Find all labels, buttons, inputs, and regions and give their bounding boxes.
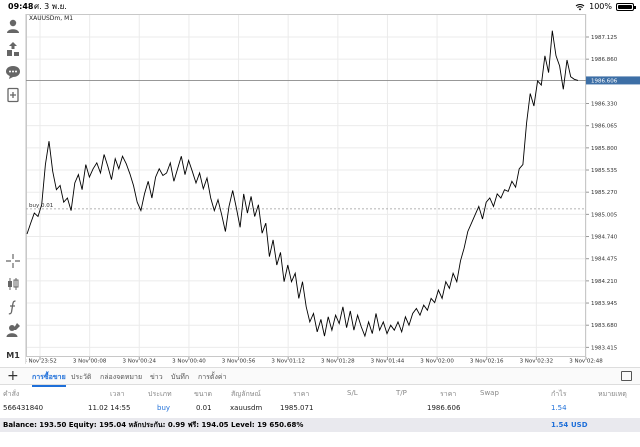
y-tick-label: 1983.415 — [591, 345, 618, 351]
col-swap: Swap — [480, 389, 499, 397]
bottom-tab-bar: + การซื้อขาย ประวัติ กล่องจดหมาย ข่าว บั… — [0, 367, 640, 387]
col-comment: หมายเหตุ — [598, 390, 627, 398]
y-tick-label: 1985.270 — [591, 190, 618, 196]
left-toolbar: M1 — [0, 14, 26, 364]
symbol-label: XAUUSDm, M1 — [29, 15, 74, 22]
tab-history[interactable]: ประวัติ — [71, 373, 92, 381]
x-tick-label: 3 Nov 00:08 — [73, 359, 107, 365]
y-tick-label: 1986.860 — [591, 57, 618, 63]
x-tick-label: 3 Nov 00:40 — [172, 359, 206, 365]
x-tick-label: 3 Nov 01:44 — [371, 359, 405, 365]
orders-table-header: คำสั่ง เวลา ประเภท ขนาด สัญลักษณ์ ราคา S… — [0, 386, 640, 400]
x-tick-label: 3 Nov 02:00 — [420, 359, 454, 365]
col-sl: S/L — [347, 389, 358, 397]
cell-order: 566431840 — [3, 404, 44, 412]
wifi-icon — [575, 4, 585, 11]
indicators-icon[interactable] — [5, 299, 21, 315]
chart-grid — [26, 14, 587, 357]
y-tick-label: 1985.800 — [591, 146, 618, 152]
current-price-tag — [586, 76, 640, 85]
y-tick-label: 1985.005 — [591, 212, 618, 218]
y-tick-label: 1984.740 — [591, 235, 618, 241]
y-tick-label: 1984.475 — [591, 257, 618, 263]
balance-summary: Balance: 193.50 Equity: 195.04 หลักประกั… — [3, 421, 304, 429]
account-currency: USD — [571, 421, 588, 429]
col-symbol: สัญลักษณ์ — [231, 390, 261, 398]
col-order: คำสั่ง — [3, 390, 20, 398]
x-tick-label: 3 Nov 02:16 — [470, 359, 504, 365]
y-tick-label: 1984.210 — [591, 279, 618, 285]
col-current-price: ราคา — [440, 390, 457, 398]
tab-mailbox[interactable]: กล่องจดหมาย — [100, 373, 143, 381]
x-tick-label: 3 Nov 23:52 — [26, 359, 57, 365]
price-series-line — [26, 30, 579, 338]
tab-news[interactable]: ข่าว — [150, 373, 163, 381]
total-profit: 1.54 — [551, 421, 569, 429]
battery-icon — [616, 3, 636, 11]
timeframe-button[interactable]: M1 — [6, 350, 20, 360]
chart-type-icon[interactable] — [5, 276, 21, 292]
y-axis: 1987.125 1986.860 1986.330 1986.065 1985.800… — [586, 35, 618, 351]
col-volume: ขนาด — [194, 390, 213, 398]
x-axis: 3 Nov 23:52 3 Nov 00:08 3 Nov 00:24 3 Nov 0… — [26, 357, 603, 365]
cell-current-price: 1986.606 — [427, 404, 461, 412]
x-tick-label: 3 Nov 00:56 — [222, 359, 256, 365]
tab-journal[interactable]: บันทึก — [171, 373, 190, 381]
col-price: ราคา — [293, 390, 310, 398]
cell-profit: 1.54 — [551, 404, 567, 412]
plot-frame — [26, 14, 586, 357]
account-icon[interactable] — [5, 18, 21, 34]
cell-volume: 0.01 — [196, 404, 212, 412]
col-tp: T/P — [396, 389, 407, 397]
chart-canvas[interactable]: 1987.125 1986.860 1986.330 1986.065 1985.800… — [26, 14, 640, 366]
x-tick-label: 3 Nov 02:32 — [520, 359, 554, 365]
status-time: 09:48 — [8, 2, 34, 11]
col-profit: กำไร — [551, 390, 567, 398]
status-right: 100% — [575, 0, 636, 14]
new-order-icon[interactable] — [5, 87, 21, 103]
y-tick-label: 1985.535 — [591, 168, 618, 174]
cell-symbol: xauusdm — [230, 404, 263, 412]
x-tick-label: 3 Nov 01:12 — [271, 359, 305, 365]
battery-percent: 100% — [589, 2, 612, 11]
x-tick-label: 3 Nov 02:48 — [569, 359, 603, 365]
status-bar: 09:48 ศ. 3 พ.ย. 100% — [0, 0, 640, 14]
price-chart[interactable]: 1987.125 1986.860 1986.330 1986.065 1985.800… — [26, 14, 640, 366]
x-tick-label: 3 Nov 01:28 — [321, 359, 355, 365]
layout-icon[interactable] — [621, 371, 632, 381]
y-tick-label: 1987.125 — [591, 35, 618, 41]
current-price-tag-label: 1986.606 — [591, 78, 618, 84]
y-tick-label: 1986.330 — [591, 102, 618, 108]
crosshair-icon[interactable] — [5, 253, 21, 269]
x-tick-label: 3 Nov 00:24 — [122, 359, 156, 365]
tab-settings[interactable]: การตั้งค่า — [198, 373, 227, 381]
y-tick-label: 1983.945 — [591, 301, 618, 307]
add-icon[interactable]: + — [7, 368, 19, 384]
trade-icon[interactable] — [5, 41, 21, 57]
cell-open-price: 1985.071 — [280, 404, 314, 412]
chat-icon[interactable] — [5, 64, 21, 80]
y-tick-label: 1983.680 — [591, 323, 618, 329]
col-type: ประเภท — [148, 390, 172, 398]
status-date: ศ. 3 พ.ย. — [34, 2, 67, 11]
tab-trade[interactable]: การซื้อขาย — [32, 373, 66, 387]
balance-bar: Balance: 193.50 Equity: 195.04 หลักประกั… — [0, 418, 640, 432]
table-row[interactable]: 566431840 11.02 14:55 buy 0.01 xauusdm 1… — [0, 401, 640, 417]
cell-time: 11.02 14:55 — [88, 404, 131, 412]
cell-type: buy — [157, 404, 171, 412]
col-time: เวลา — [110, 390, 125, 398]
objects-icon[interactable] — [5, 322, 21, 338]
y-tick-label: 1986.065 — [591, 124, 618, 130]
